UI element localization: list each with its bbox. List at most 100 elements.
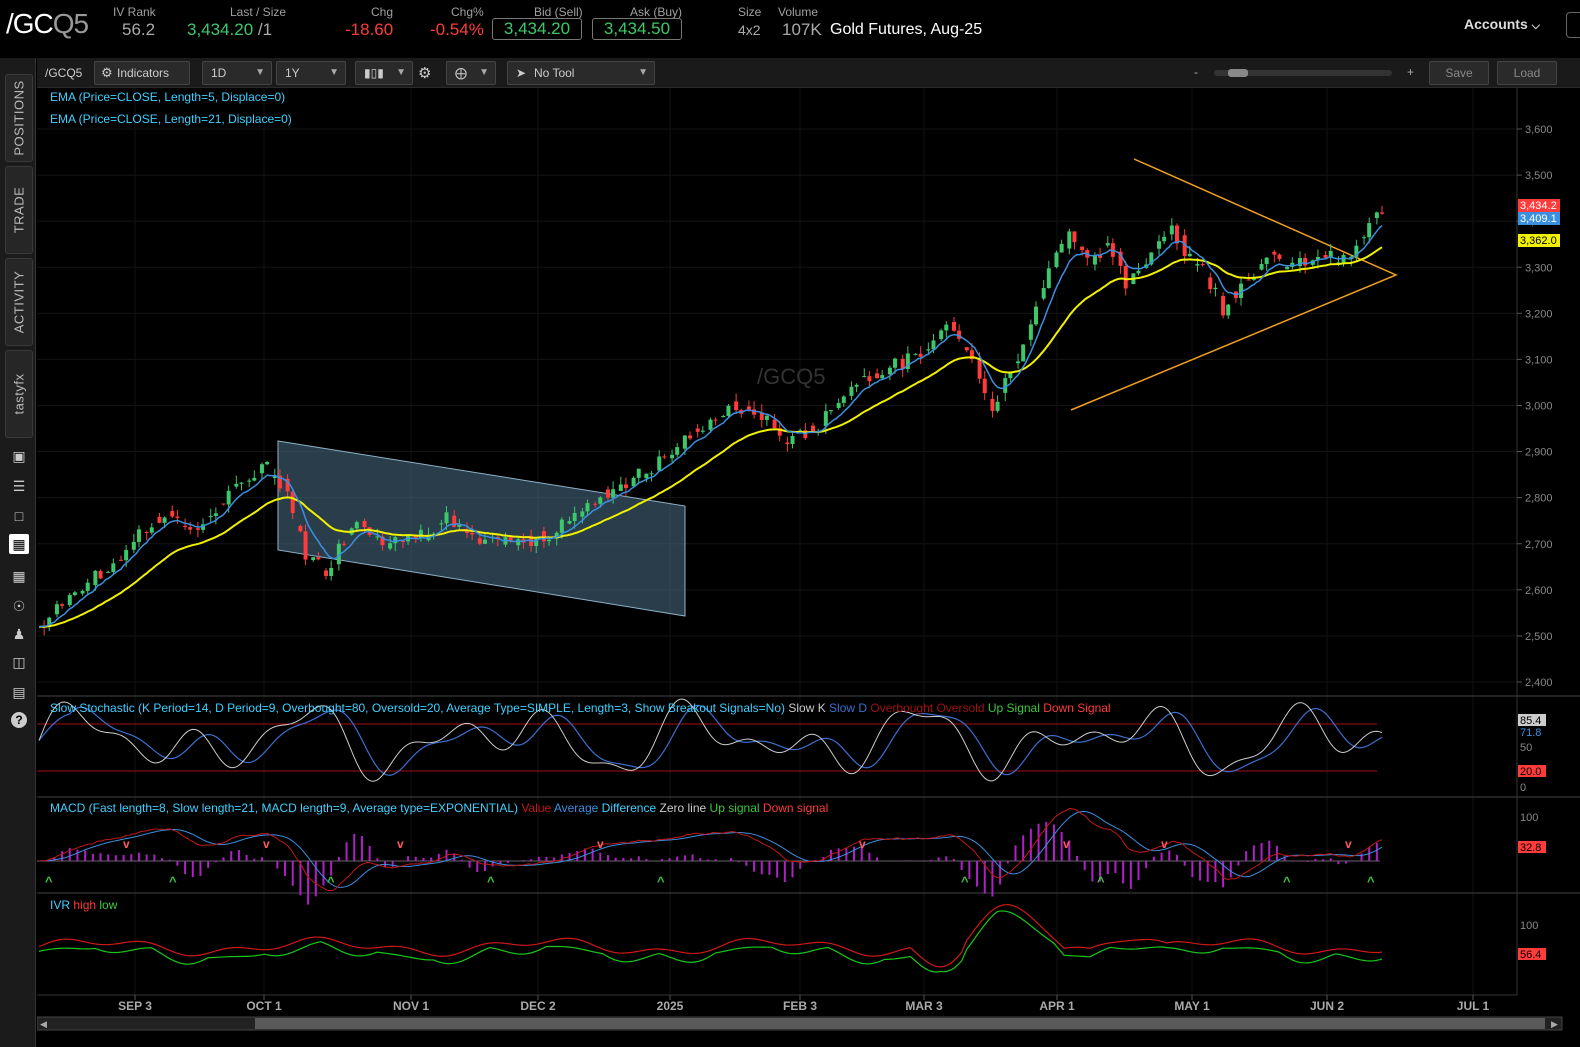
macd-up-signal-arrow: ^ (1097, 874, 1105, 889)
macd-up-signal-arrow: ^ (169, 874, 177, 889)
ivr-study-label[interactable]: IVR high low (50, 898, 117, 912)
ema21-line (38, 246, 1383, 628)
zoom-in-button[interactable]: + (1407, 65, 1415, 79)
scroll-left-icon[interactable]: ◀ (40, 1019, 47, 1029)
tab-activity[interactable]: ACTIVITY (5, 258, 33, 346)
candle-body (162, 517, 167, 523)
indicators-button[interactable]: ⚙ Indicators (94, 61, 190, 85)
time-tick-label: JUN 2 (1310, 999, 1344, 1013)
candle-body (277, 475, 282, 489)
save-button[interactable]: Save (1429, 61, 1489, 85)
candle-body (1200, 264, 1205, 266)
tool-select[interactable]: ➤ No Tool ▼ (507, 61, 655, 85)
stochastic-study-label[interactable]: Slow Stochastic (K Period=14, D Period=9… (50, 701, 1111, 715)
settings-gear-icon[interactable]: ⚙ (418, 65, 432, 82)
ema21-study-label[interactable]: EMA (Price=CLOSE, Length=21, Displace=0) (50, 112, 292, 126)
candle-body (1328, 250, 1333, 258)
last-value: 3,434.20 /1 (187, 20, 272, 40)
scroll-right-icon[interactable]: ▶ (1551, 1019, 1558, 1029)
symmetrical-triangle[interactable] (1070, 158, 1398, 411)
legend-down-signal: Down Signal (1043, 701, 1111, 715)
candle-body (98, 570, 103, 579)
candle-body (60, 604, 65, 606)
candle-body (111, 563, 116, 573)
legend-macd-average: Average (553, 801, 599, 815)
candle-body (1277, 254, 1282, 259)
macd-down-signal-arrow: v (123, 837, 130, 851)
zoom-out-button[interactable]: - (1194, 65, 1198, 79)
legend-oversold: Oversold (936, 701, 985, 715)
legend-slow-d: Slow D (829, 701, 868, 715)
zoom-slider-thumb[interactable] (1228, 69, 1248, 77)
price-tick-label: 2,700 (1525, 539, 1553, 551)
macd-study-label[interactable]: MACD (Fast length=8, Slow length=21, MAC… (50, 801, 828, 815)
candle-body (1226, 304, 1231, 316)
calendar-icon[interactable]: ◫ (12, 654, 26, 670)
macd-down-signal-arrow: v (263, 837, 270, 851)
candle-body (854, 384, 859, 387)
panel-toggle-handle[interactable] (1566, 12, 1580, 38)
time-tick-label: DEC 2 (520, 999, 556, 1013)
candle-body (452, 515, 457, 527)
candle-body (1149, 252, 1154, 265)
chart-type-select[interactable]: ▮▯▮ ▼ (355, 61, 413, 85)
candle-body (880, 375, 885, 379)
tab-tastyfx[interactable]: tastyfx (5, 350, 33, 438)
bid-button[interactable]: 3,434.20 (492, 18, 582, 40)
accounts-menu[interactable]: Accounts ⌵ (1464, 16, 1540, 33)
candle-body (457, 524, 462, 527)
chart-canvas[interactable]: /GCQ5 3,6003,5003,4003,3003,2003,1003,00… (37, 88, 1580, 1047)
candle-body (388, 543, 393, 549)
macd-up-signal-arrow: ^ (961, 874, 969, 889)
chart-icon[interactable]: ▦ (9, 534, 29, 554)
macd-up-signal-arrow: ^ (327, 874, 335, 889)
grid-icon[interactable]: ▦ (12, 568, 26, 584)
candle-body (85, 582, 90, 591)
interval-select[interactable]: 1D ▼ (202, 61, 272, 85)
ask-button[interactable]: 3,434.50 (592, 18, 682, 40)
symbol-title[interactable]: /GCQ5 (6, 8, 89, 40)
monitor-icon[interactable]: ▣ (12, 448, 26, 464)
macd-tick-100: 100 (1520, 812, 1538, 824)
candle-body (1162, 236, 1167, 242)
candle-body (208, 516, 213, 518)
candle-body (662, 456, 667, 458)
ivr-title: IVR (50, 898, 71, 912)
load-button[interactable]: Load (1497, 61, 1557, 85)
candle-body (598, 497, 603, 504)
candle-body (1021, 344, 1026, 362)
zoom-slider[interactable] (1214, 69, 1392, 77)
candle-body (188, 527, 193, 530)
compass-icon[interactable]: ☉ (12, 598, 26, 614)
price-tick-label: 3,200 (1525, 308, 1553, 320)
descending-channel[interactable] (277, 440, 686, 617)
scrollbar-thumb[interactable] (255, 1018, 1545, 1029)
news-icon[interactable]: ▤ (12, 684, 26, 700)
window-icon[interactable]: □ (14, 508, 24, 524)
candle-body (593, 503, 598, 505)
candle-body (119, 559, 124, 561)
list-icon[interactable]: ☰ (12, 478, 26, 494)
candle-body (259, 464, 264, 474)
symbol-suffix: Q5 (52, 8, 89, 39)
volume-value: 107K (782, 20, 822, 39)
tab-positions[interactable]: POSITIONS (5, 74, 33, 162)
candle-body (311, 557, 316, 561)
candle-body (418, 529, 423, 539)
ema5-study-label[interactable]: EMA (Price=CLOSE, Length=5, Displace=0) (50, 90, 286, 104)
drawing-style-select[interactable]: ⨁ ▼ (446, 61, 496, 85)
candle-body (939, 330, 944, 340)
legend-slow-k: Slow K (788, 701, 826, 715)
range-select[interactable]: 1Y ▼ (276, 61, 346, 85)
people-icon[interactable]: ♟ (12, 626, 26, 642)
chart-area[interactable]: /GCQ5 3,6003,5003,4003,3003,2003,1003,00… (37, 88, 1580, 1047)
tab-trade[interactable]: TRADE (5, 166, 33, 254)
help-icon[interactable]: ? (11, 712, 27, 728)
ivr-tick-100: 100 (1520, 920, 1538, 932)
caret-down-icon: ▼ (255, 67, 265, 78)
legend-ivr-high: high (73, 898, 97, 912)
legend-macd-up-signal: Up signal (709, 801, 760, 815)
legend-macd-value: Value (521, 801, 552, 815)
slow-k-line (38, 698, 1383, 782)
candle-body (631, 477, 636, 487)
